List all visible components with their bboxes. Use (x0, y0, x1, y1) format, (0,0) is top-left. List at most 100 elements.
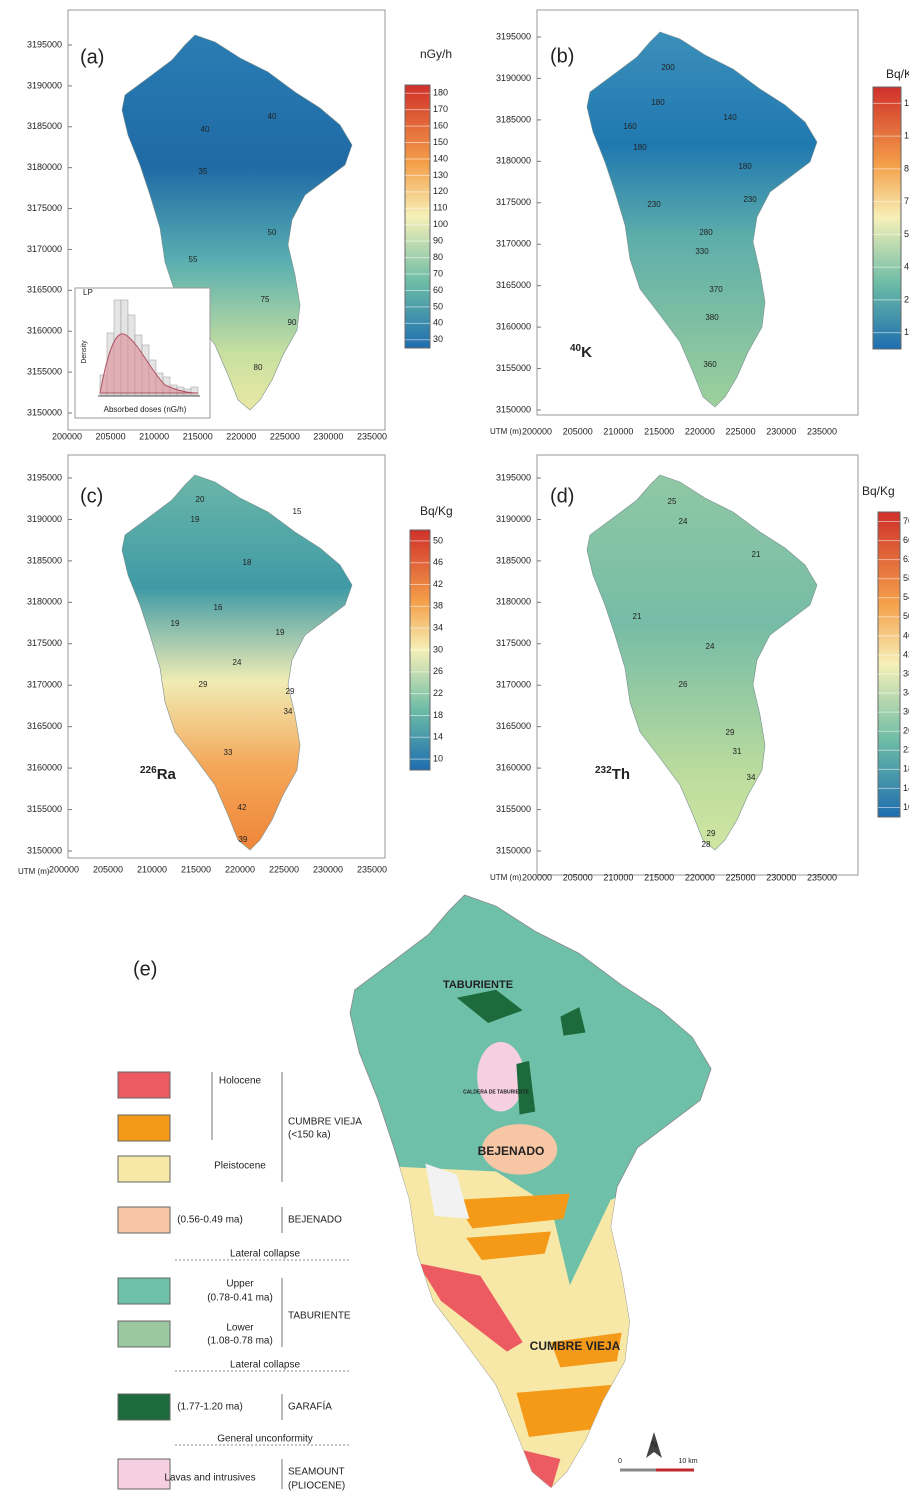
contour-label: 55 (189, 255, 198, 264)
swatch (117, 1393, 171, 1421)
y-tick-label: 3175000 (496, 197, 531, 207)
contour-label: 29 (726, 728, 735, 737)
y-tick-label: 3160000 (496, 762, 531, 772)
landslide-deposit (425, 1163, 470, 1219)
legend-group: (<150 ka) (288, 1130, 331, 1141)
colorbar-label: 10 (903, 802, 909, 812)
y-tick-label: 3160000 (27, 326, 62, 336)
inset-xlabel: Absorbed doses (nG/h) (104, 405, 187, 414)
legend-group: (PLIOCENE) (288, 1481, 345, 1492)
y-tick-label: 3160000 (496, 321, 531, 331)
colorbar-label: 26 (433, 666, 443, 676)
contour-label: 42 (238, 803, 247, 812)
contour-label: 40 (268, 112, 277, 121)
y-tick-label: 3195000 (27, 472, 62, 482)
colorbar-label: 34 (433, 623, 443, 633)
swatch (117, 1206, 171, 1234)
x-tick-label: 215000 (644, 872, 674, 882)
y-tick-label: 3150000 (496, 845, 531, 855)
x-tick-label: 205000 (93, 864, 123, 874)
contour-label: 18 (243, 558, 252, 567)
contour-label: 29 (707, 829, 716, 838)
contour-label: 24 (679, 517, 688, 526)
colorbar-label: 60 (433, 285, 443, 295)
panel-label: (e) (133, 958, 157, 980)
x-tick-label: 220000 (226, 431, 256, 441)
x-tick-label: 205000 (563, 872, 593, 882)
colorbar-label: 38 (433, 601, 443, 611)
colorbar (877, 511, 901, 818)
x-tick-label: 225000 (726, 426, 756, 436)
y-tick-label: 3180000 (496, 597, 531, 607)
colorbar-label: 14 (433, 732, 443, 742)
y-tick-label: 3190000 (496, 514, 531, 524)
north-arrow (646, 1432, 662, 1458)
y-tick-label: 3190000 (496, 73, 531, 83)
legend-item: Holocene (219, 1076, 262, 1087)
colorbar-label: 66 (903, 535, 909, 545)
colorbar-label: 62 (903, 554, 909, 564)
contour-label: 200 (661, 63, 675, 72)
x-tick-label: 235000 (357, 864, 387, 874)
colorbar-label: 18 (433, 710, 443, 720)
swatch (117, 1458, 171, 1490)
x-tick-label: 220000 (685, 872, 715, 882)
y-tick-label: 3185000 (496, 555, 531, 565)
colorbar-label: 54 (903, 592, 909, 602)
contour-label: 180 (633, 143, 647, 152)
garafia (456, 989, 523, 1023)
map-label: CUMBRE VIEJA (530, 1339, 621, 1353)
contour-label: 40 (201, 125, 210, 134)
isotope-mass: 226 (140, 765, 157, 776)
unit-label: Bq/Kg (862, 484, 895, 498)
contour-label: 360 (703, 360, 717, 369)
holocene-flow (550, 1332, 622, 1368)
y-tick-label: 3155000 (496, 363, 531, 373)
y-tick-label: 3175000 (27, 203, 62, 213)
garafia (560, 1007, 586, 1036)
contour-label: 230 (743, 195, 757, 204)
colorbar-label: 550 (904, 229, 909, 239)
colorbar-label: 30 (903, 707, 909, 717)
x-tick-label: 205000 (563, 426, 593, 436)
contour-label: 19 (191, 515, 200, 524)
colorbar (404, 84, 431, 349)
swatch (117, 1320, 171, 1348)
x-tick-label: 215000 (644, 426, 674, 436)
colorbar-label: 70 (433, 268, 443, 278)
contour-label: 28 (702, 840, 711, 849)
y-tick-label: 3180000 (27, 597, 62, 607)
bejenado (481, 1124, 558, 1175)
separator-label: Lateral collapse (230, 1360, 300, 1371)
contour-label: 80 (254, 363, 263, 372)
contour-label: 21 (633, 612, 642, 621)
contour-label: 34 (284, 707, 293, 716)
legend-group: GARAFÍA (288, 1400, 332, 1413)
contour-label: 39 (239, 835, 248, 844)
colorbar-label: 700 (904, 196, 909, 206)
x-tick-label: 235000 (807, 426, 837, 436)
map-label: TABURIENTE (443, 979, 513, 991)
contour-label: 90 (288, 318, 297, 327)
x-axis-title: UTM (m) (490, 873, 522, 882)
contour-label: 180 (738, 162, 752, 171)
colorbar-label: 34 (903, 687, 909, 697)
holocene-flow (466, 1231, 551, 1260)
colorbar-label: 40 (433, 318, 443, 328)
y-tick-label: 3180000 (496, 156, 531, 166)
x-tick-label: 235000 (807, 872, 837, 882)
y-tick-label: 3160000 (27, 762, 62, 772)
colorbar-label: 38 (903, 668, 909, 678)
colorbar-label: 22 (433, 688, 443, 698)
x-tick-label: 205000 (96, 431, 126, 441)
colorbar-label: 46 (433, 557, 443, 567)
y-tick-label: 3180000 (27, 162, 62, 172)
x-tick-label: 215000 (183, 431, 213, 441)
contour-label: 15 (293, 507, 302, 516)
swatch (117, 1114, 171, 1142)
y-tick-label: 3195000 (496, 472, 531, 482)
y-tick-label: 3190000 (27, 80, 62, 90)
legend-group: SEAMOUNT (288, 1467, 345, 1478)
contour-label: 19 (171, 619, 180, 628)
colorbar-label: 50 (903, 611, 909, 621)
